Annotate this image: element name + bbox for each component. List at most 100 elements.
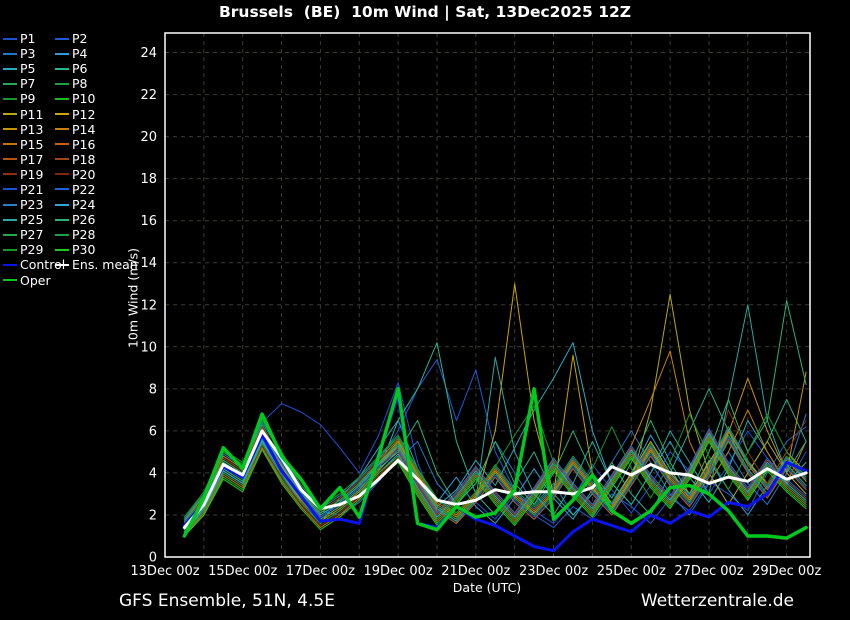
legend-label: P17 <box>20 151 44 167</box>
legend-label: P3 <box>20 46 36 62</box>
legend-label: P26 <box>72 212 96 228</box>
x-axis-label: Date (UTC) <box>452 580 522 595</box>
y-tick-label: 22 <box>140 88 157 103</box>
x-tick-label: 23Dec 00z <box>519 564 588 579</box>
legend-item: P8 <box>55 76 138 91</box>
legend-label: P6 <box>72 61 88 77</box>
legend-item: P5 <box>3 61 55 76</box>
legend-swatch <box>55 173 69 176</box>
legend-label: P18 <box>72 151 96 167</box>
footer-model-info: GFS Ensemble, 51N, 4.5E <box>119 591 335 611</box>
legend-swatch <box>3 248 17 251</box>
series-control <box>182 393 808 553</box>
legend-item: P23 <box>3 197 55 212</box>
legend-label: P16 <box>72 136 96 152</box>
x-tick-label: 19Dec 00z <box>363 564 432 579</box>
legend-swatch <box>3 158 17 161</box>
x-tick-label: 17Dec 00z <box>286 564 355 579</box>
legend-label: P22 <box>72 181 96 197</box>
legend-item: P7 <box>3 76 55 91</box>
legend-swatch <box>55 143 69 146</box>
legend-label: P19 <box>20 166 44 182</box>
legend-label: P24 <box>72 197 96 213</box>
y-tick-label: 6 <box>149 424 157 439</box>
legend-label: P29 <box>20 242 44 258</box>
legend-swatch <box>55 188 69 191</box>
y-tick-label: 8 <box>149 382 157 397</box>
legend-item: P4 <box>55 46 138 61</box>
legend-item: P24 <box>55 197 138 212</box>
y-tick-label: 24 <box>140 46 157 61</box>
legend-swatch <box>55 97 69 100</box>
legend-item: P22 <box>55 182 138 197</box>
legend-label: P30 <box>72 242 96 258</box>
legend-swatch <box>55 263 69 266</box>
legend-swatch <box>55 203 69 206</box>
x-tick-label: 29Dec 00z <box>752 564 821 579</box>
legend-label: P12 <box>72 106 96 122</box>
legend-label: P5 <box>20 61 36 77</box>
x-tick-label: 15Dec 00z <box>208 564 277 579</box>
y-tick-label: 16 <box>140 214 157 229</box>
legend-item: P10 <box>55 91 138 106</box>
legend-label: P9 <box>20 91 36 107</box>
legend-label: P1 <box>20 31 36 47</box>
legend-swatch <box>3 82 17 85</box>
legend-swatch <box>3 188 17 191</box>
series-p30 <box>183 440 807 537</box>
legend-swatch <box>55 128 69 131</box>
y-tick-label: 0 <box>149 551 157 566</box>
x-tick-label: 25Dec 00z <box>597 564 666 579</box>
legend-swatch <box>3 218 17 221</box>
legend-item: P3 <box>3 46 55 61</box>
legend-swatch <box>55 218 69 221</box>
legend-item: P30 <box>55 242 138 257</box>
legend: P1 P2 P3 P4 P5 P6 P7 P8 P9 P10 P11 P12 P13 P14 P15 P16 P… <box>3 31 138 288</box>
legend-item: P16 <box>55 137 138 152</box>
legend-item: P19 <box>3 167 55 182</box>
series-p24 <box>183 432 807 533</box>
legend-item: P29 <box>3 242 55 257</box>
legend-label: P14 <box>72 121 96 137</box>
legend-label: P13 <box>20 121 44 137</box>
legend-swatch <box>3 67 17 70</box>
legend-label: P25 <box>20 212 44 228</box>
legend-swatch <box>3 233 17 236</box>
legend-swatch <box>3 263 17 266</box>
legend-swatch <box>55 158 69 161</box>
chart-title: Brussels (BE) 10m Wind | Sat, 13Dec2025 … <box>218 3 632 21</box>
legend-item: Control <box>3 257 65 272</box>
legend-item: P9 <box>3 91 55 106</box>
y-tick-label: 14 <box>140 256 157 271</box>
legend-label: P15 <box>20 136 44 152</box>
legend-swatch <box>3 173 17 176</box>
series-ens-mean <box>182 429 808 530</box>
legend-item: P14 <box>55 122 138 137</box>
y-tick-label: 12 <box>140 298 157 313</box>
legend-label: P20 <box>72 166 96 182</box>
legend-label: P27 <box>20 227 44 243</box>
legend-label: Oper <box>20 272 51 288</box>
legend-swatch <box>55 233 69 236</box>
x-tick-label: 13Dec 00z <box>130 564 199 579</box>
legend-swatch <box>3 128 17 131</box>
legend-item: Oper <box>3 273 55 288</box>
x-tick-label: 27Dec 00z <box>674 564 743 579</box>
legend-label: P8 <box>72 76 88 92</box>
legend-label: Control <box>20 257 66 273</box>
legend-item: P1 <box>3 31 55 46</box>
y-tick-label: 20 <box>140 130 157 145</box>
legend-item: P25 <box>3 212 55 227</box>
legend-item: P21 <box>3 182 55 197</box>
legend-label: Ens. mean <box>72 257 138 273</box>
legend-swatch <box>3 279 17 282</box>
plot-frame <box>164 32 811 558</box>
legend-swatch <box>3 37 17 40</box>
legend-item: P15 <box>3 137 55 152</box>
series-p12 <box>183 283 807 529</box>
legend-swatch <box>55 113 69 116</box>
y-tick-label: 10 <box>140 340 157 355</box>
legend-swatch <box>55 52 69 55</box>
legend-label: P10 <box>72 91 96 107</box>
